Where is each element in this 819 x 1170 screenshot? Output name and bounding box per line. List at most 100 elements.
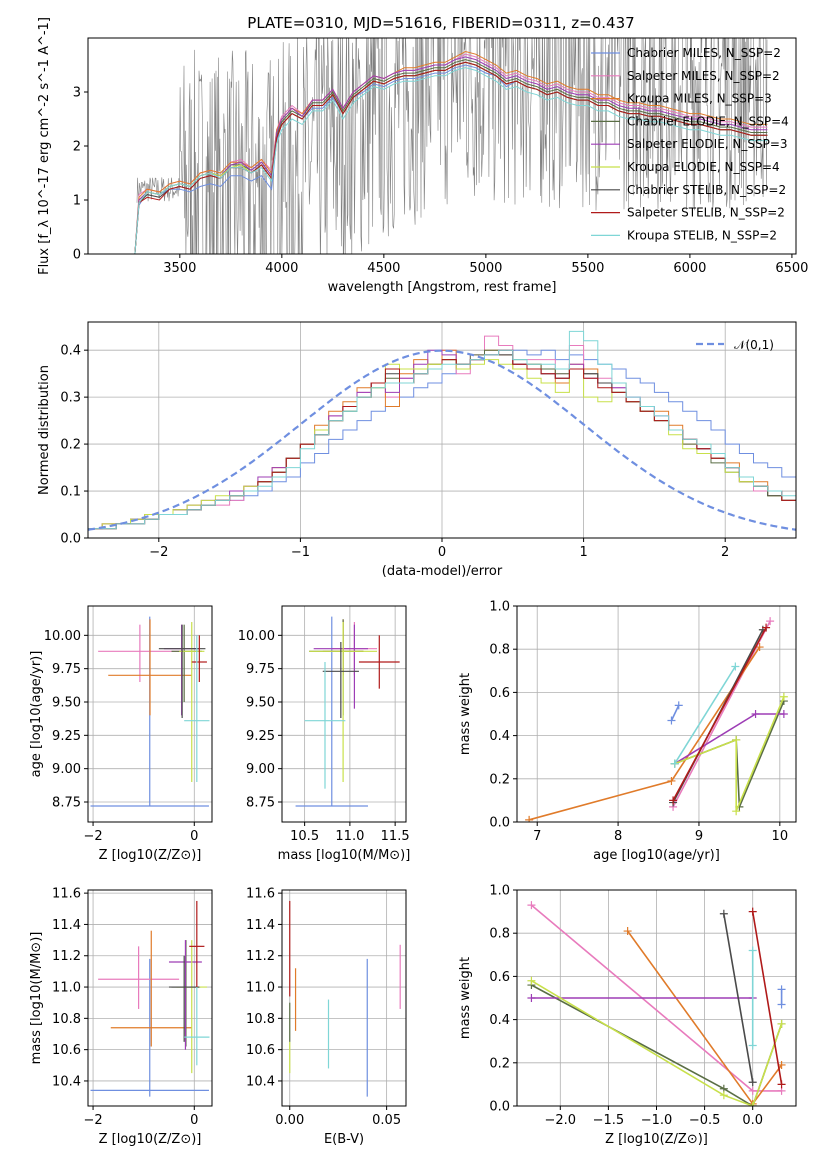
y-axis-label: mass [log10(M/M⊙)] bbox=[29, 932, 44, 1065]
axes-frame bbox=[87, 889, 213, 1107]
weight-marker-8 bbox=[670, 759, 679, 768]
xtick-label: 0.0 bbox=[742, 1113, 763, 1128]
ytick-label: 0.3 bbox=[60, 391, 81, 406]
model-line-4 bbox=[134, 56, 768, 254]
ytick-label: 11.4 bbox=[246, 918, 275, 933]
weight-marker-5 bbox=[719, 1091, 728, 1100]
ytick-label: 0.4 bbox=[489, 1013, 510, 1028]
xtick-label: −1.0 bbox=[641, 1113, 673, 1128]
weight-marker-0 bbox=[674, 701, 683, 710]
weight-line-0 bbox=[670, 705, 680, 721]
y-axis-label: mass weight bbox=[458, 957, 473, 1039]
histogram-8 bbox=[88, 330, 796, 530]
ytick-label: 11.2 bbox=[52, 949, 81, 964]
weight-marker-5 bbox=[777, 1019, 786, 1028]
ytick-label: 0.4 bbox=[489, 729, 510, 744]
ytick-label: 11.4 bbox=[52, 918, 81, 933]
ytick-label: 10.8 bbox=[52, 1012, 81, 1027]
model-line-2 bbox=[134, 50, 768, 254]
weight-marker-8 bbox=[748, 1041, 757, 1050]
legend-label-5: Kroupa ELODIE, N_SSP=4 bbox=[627, 160, 780, 174]
weight-line-7 bbox=[751, 911, 783, 1085]
ytick-label: 0.0 bbox=[489, 816, 510, 831]
panel-mass-vs-Z: −2 0 10.4 10.6 10.8 11.0 11.2 11.4 11.6 Z [log10(… bbox=[29, 887, 213, 1147]
plot-area bbox=[118, 38, 768, 254]
weight-line-1 bbox=[672, 620, 771, 808]
plot-area bbox=[88, 890, 212, 1106]
xtick-label: 5000 bbox=[469, 261, 502, 276]
ytick-label: 0.1 bbox=[60, 485, 81, 500]
plot-area bbox=[88, 606, 212, 822]
weight-marker-5 bbox=[527, 976, 536, 985]
ytick-label: 1.0 bbox=[489, 600, 510, 615]
xtick-label: 10.5 bbox=[290, 829, 319, 844]
histogram-0 bbox=[88, 349, 796, 530]
ytick-label: 11.0 bbox=[246, 981, 275, 996]
xtick-label: 0.00 bbox=[275, 1113, 304, 1128]
weight-line-5 bbox=[530, 980, 783, 1106]
ytick-label: 0 bbox=[73, 248, 81, 263]
legend-label-4: Salpeter ELODIE, N_SSP=3 bbox=[627, 137, 788, 151]
ytick-label: 11.6 bbox=[246, 887, 275, 902]
legend-label-0: Chabrier MILES, N_SSP=2 bbox=[627, 46, 781, 60]
ytick-label: 0.0 bbox=[60, 532, 81, 547]
weight-line-7 bbox=[672, 627, 767, 801]
weight-marker-0 bbox=[777, 1000, 786, 1009]
weight-marker-7 bbox=[748, 907, 757, 916]
xtick-label: 11.5 bbox=[381, 829, 410, 844]
ytick-label: 0.8 bbox=[489, 643, 510, 658]
histogram-3 bbox=[88, 349, 796, 530]
histogram-1 bbox=[88, 335, 796, 530]
panel-massweight-vs-age: 7 8 9 10 0.0 0.2 0.4 0.6 0.8 1.0 age [log10(age/yr… bbox=[458, 600, 797, 863]
ytick-label: 9.00 bbox=[246, 762, 275, 777]
plot-area bbox=[88, 322, 796, 538]
ytick-label: 10.4 bbox=[52, 1074, 81, 1089]
panel-massweight-vs-Z: −2.0 −1.5 −1.0 −0.5 0.0 0.0 0.2 0.4 0.6 0.8 1.0 Z [… bbox=[458, 884, 797, 1147]
weight-marker-2 bbox=[667, 776, 676, 785]
histogram-4 bbox=[88, 349, 796, 530]
legend-label-7: Salpeter STELIB, N_SSP=2 bbox=[627, 206, 785, 220]
ytick-label: 1 bbox=[73, 194, 81, 209]
ytick-label: 9.50 bbox=[52, 696, 81, 711]
x-axis-label: wavelength [Angstrom, rest frame] bbox=[328, 280, 557, 295]
model-line-8 bbox=[134, 67, 768, 254]
panels: Chabrier MILES, N_SSP=2 Salpeter MILES, N… bbox=[29, 17, 808, 1147]
histogram-7 bbox=[88, 349, 796, 530]
axes-frame bbox=[281, 889, 407, 1107]
plot-area bbox=[282, 606, 406, 822]
weight-marker-1 bbox=[527, 901, 536, 910]
ytick-label: 10.4 bbox=[246, 1074, 275, 1089]
weight-marker-4 bbox=[751, 710, 760, 718]
plot-area bbox=[517, 890, 796, 1106]
y-axis-label: Normed distribution bbox=[37, 365, 52, 495]
weight-marker-7 bbox=[669, 796, 678, 805]
weight-marker-6 bbox=[748, 1078, 757, 1087]
ytick-label: 0.2 bbox=[489, 772, 510, 787]
panel-age-vs-Z: −2 0 8.75 9.00 9.25 9.50 9.75 10.00 Z [log10(Z/Z… bbox=[29, 605, 213, 863]
ytick-label: 10.00 bbox=[44, 629, 81, 644]
legend-label-2: Kroupa MILES, N_SSP=3 bbox=[627, 92, 772, 106]
weight-marker-1 bbox=[766, 617, 775, 626]
legend-label-3: Chabrier ELODIE, N_SSP=4 bbox=[627, 114, 789, 128]
figure-title: PLATE=0310, MJD=51616, FIBERID=0311, z=0… bbox=[247, 14, 634, 32]
ytick-label: 8.75 bbox=[246, 796, 275, 811]
weight-line-8 bbox=[674, 666, 736, 765]
xtick-label: −2.0 bbox=[545, 1113, 577, 1128]
legend-label-1: Salpeter MILES, N_SSP=2 bbox=[627, 69, 780, 83]
y-axis-label: age [log10(age/yr)] bbox=[29, 651, 44, 778]
ytick-label: 10.6 bbox=[246, 1043, 275, 1058]
x-axis-label: age [log10(age/yr)] bbox=[593, 848, 720, 863]
xtick-label: 6500 bbox=[775, 261, 808, 276]
model-line-3 bbox=[134, 59, 768, 254]
plot-area bbox=[282, 890, 406, 1106]
ytick-label: 10.6 bbox=[52, 1043, 81, 1058]
weight-marker-8 bbox=[731, 662, 740, 671]
xtick-label: 0 bbox=[190, 1113, 198, 1128]
xtick-label: 10 bbox=[772, 829, 789, 844]
weight-marker-5 bbox=[732, 807, 741, 816]
xtick-label: 6000 bbox=[673, 261, 706, 276]
xtick-label: 1 bbox=[579, 545, 587, 560]
y-axis-label: Flux [f_λ 10^-17 erg cm^-2 s^-1 A^-1] bbox=[37, 17, 52, 275]
weight-marker-5 bbox=[748, 1102, 757, 1106]
legend-label-6: Chabrier STELIB, N_SSP=2 bbox=[627, 183, 786, 197]
